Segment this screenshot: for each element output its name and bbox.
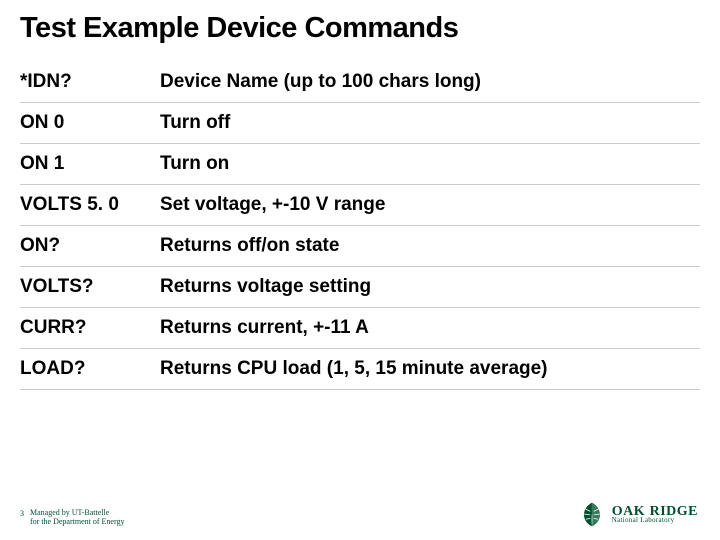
table-row: ON 1Turn on: [20, 144, 700, 185]
slide: Test Example Device Commands *IDN?Device…: [0, 0, 720, 540]
oak-leaf-icon: [578, 500, 606, 528]
logo-text: OAK RIDGE National Laboratory: [612, 504, 698, 525]
description-cell: Returns off/on state: [160, 226, 700, 267]
command-cell: ON?: [20, 226, 160, 267]
command-cell: ON 1: [20, 144, 160, 185]
command-cell: VOLTS?: [20, 267, 160, 308]
description-cell: Turn on: [160, 144, 700, 185]
command-cell: LOAD?: [20, 349, 160, 390]
command-cell: CURR?: [20, 308, 160, 349]
page-number: 3: [20, 509, 24, 518]
command-cell: ON 0: [20, 103, 160, 144]
slide-title: Test Example Device Commands: [20, 12, 458, 45]
commands-table-wrap: *IDN?Device Name (up to 100 chars long)O…: [20, 62, 700, 390]
logo-sub: National Laboratory: [612, 518, 698, 524]
command-cell: *IDN?: [20, 62, 160, 103]
description-cell: Returns voltage setting: [160, 267, 700, 308]
footer: 3 Managed by UT-Battelle for the Departm…: [20, 509, 124, 526]
command-cell: VOLTS 5. 0: [20, 185, 160, 226]
table-row: VOLTS?Returns voltage setting: [20, 267, 700, 308]
table-row: *IDN?Device Name (up to 100 chars long): [20, 62, 700, 103]
table-row: ON 0Turn off: [20, 103, 700, 144]
description-cell: Device Name (up to 100 chars long): [160, 62, 700, 103]
table-row: CURR?Returns current, +-11 A: [20, 308, 700, 349]
table-row: ON?Returns off/on state: [20, 226, 700, 267]
table-row: LOAD?Returns CPU load (1, 5, 15 minute a…: [20, 349, 700, 390]
description-cell: Turn off: [160, 103, 700, 144]
description-cell: Returns CPU load (1, 5, 15 minute averag…: [160, 349, 700, 390]
management-text: Managed by UT-Battelle for the Departmen…: [30, 509, 124, 526]
description-cell: Set voltage, +-10 V range: [160, 185, 700, 226]
description-cell: Returns current, +-11 A: [160, 308, 700, 349]
table-row: VOLTS 5. 0Set voltage, +-10 V range: [20, 185, 700, 226]
ornl-logo: OAK RIDGE National Laboratory: [578, 500, 698, 528]
commands-table: *IDN?Device Name (up to 100 chars long)O…: [20, 62, 700, 390]
management-line-2: for the Department of Energy: [30, 518, 124, 526]
